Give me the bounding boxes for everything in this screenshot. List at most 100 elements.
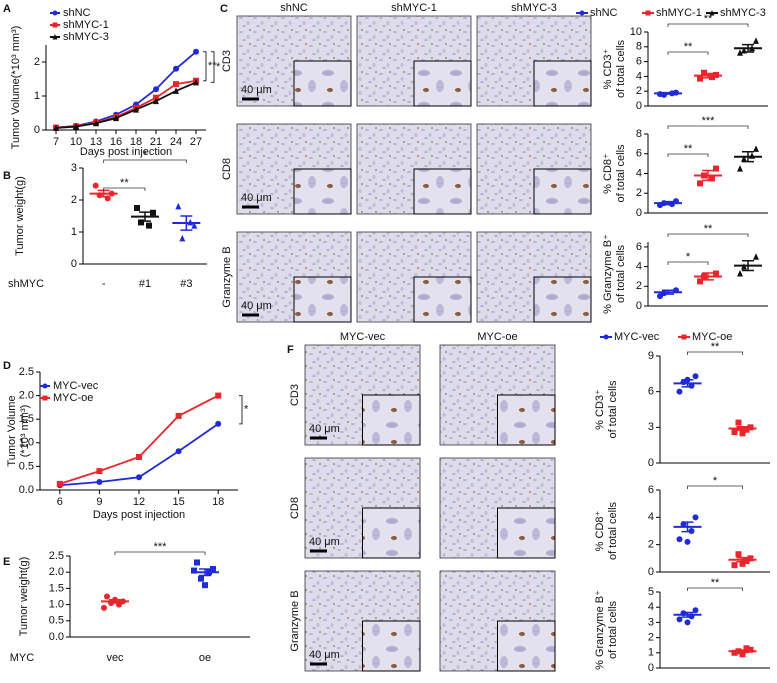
x-axis-label: MYC — [10, 652, 35, 664]
point — [749, 152, 755, 159]
significance-bracket — [687, 351, 743, 355]
x-tick-label: 27 — [190, 136, 202, 148]
column-label: shMYC-1 — [391, 2, 437, 14]
micrograph-inset — [293, 276, 352, 323]
legend-marker — [709, 10, 715, 16]
point — [747, 555, 754, 562]
micrograph-inset — [362, 507, 421, 559]
point — [113, 114, 119, 122]
significance-bracket — [103, 187, 146, 191]
y-tick-label: 6 — [636, 148, 642, 160]
point — [96, 478, 103, 485]
x-tick-label: 12 — [133, 496, 145, 508]
significance-label: * — [244, 404, 249, 416]
point — [202, 582, 208, 589]
y-tick-label: 1.0 — [49, 599, 64, 611]
point — [215, 392, 222, 399]
significance-label: ** — [684, 41, 693, 53]
error-bar — [742, 43, 754, 53]
point — [173, 87, 179, 94]
y-axis-label: (*10³ mm³) — [19, 405, 31, 458]
y-tick-label: 1 — [34, 90, 40, 102]
micrograph-inset — [533, 168, 592, 215]
x-tick-label: 18 — [130, 136, 142, 148]
significance-bracket — [211, 51, 215, 83]
y-tick-label: 2.5 — [49, 550, 64, 562]
row-label: CD8 — [221, 158, 233, 180]
y-tick-label: 6 — [636, 56, 642, 68]
y-tick-label: 4 — [648, 601, 654, 613]
point — [739, 560, 746, 567]
y-axis-label: % CD8⁺ — [602, 153, 614, 194]
significance-bracket — [103, 159, 187, 163]
row-label: CD3 — [289, 384, 301, 406]
scale-bar-label: 40 μm — [241, 84, 272, 96]
y-tick-label: 0 — [648, 457, 654, 469]
y-tick-label: 9 — [648, 350, 654, 362]
significance-bracket — [667, 261, 709, 265]
legend-marker — [681, 334, 687, 340]
y-tick-label: 2 — [71, 194, 77, 206]
error-bar — [180, 215, 193, 231]
row-label: CD8 — [289, 497, 301, 519]
error-bar — [681, 379, 694, 388]
micrograph-inset — [293, 60, 352, 107]
legend-label: shNC — [590, 7, 618, 19]
point — [692, 514, 699, 521]
column-label: shMYC-3 — [511, 2, 557, 14]
point — [136, 453, 142, 460]
y-tick-label: 4 — [636, 261, 642, 273]
y-axis-label: % CD3⁺ — [594, 389, 606, 430]
point — [735, 551, 742, 558]
significance-bracket — [203, 51, 207, 82]
column-label: shNC — [280, 2, 308, 14]
y-tick-label: 1 — [648, 647, 654, 659]
significance-label: ** — [684, 143, 693, 155]
y-tick-label: 0 — [648, 662, 654, 674]
significance-label: ** — [711, 341, 720, 353]
point — [753, 145, 759, 152]
point — [731, 649, 738, 656]
point — [709, 175, 715, 182]
error-bar — [662, 289, 674, 295]
series-line — [55, 79, 197, 129]
micrograph-inset — [413, 60, 472, 107]
point — [136, 474, 142, 481]
y-axis-label: Tumor Volume — [6, 395, 18, 466]
legend-label: shMYC-3 — [720, 7, 766, 19]
y-axis-label: % CD8⁺ — [594, 510, 606, 551]
panel-label: E — [3, 556, 10, 568]
point — [210, 565, 216, 572]
point — [133, 106, 139, 113]
y-axis-label: of total cells — [607, 380, 619, 439]
error-bar — [702, 72, 714, 79]
legend-marker — [645, 10, 651, 16]
significance-label: *** — [154, 541, 168, 553]
point — [104, 593, 110, 600]
panel-label: B — [3, 170, 11, 182]
y-axis-label: Tumor weight(g) — [14, 176, 26, 256]
y-tick-label: 2.0 — [49, 566, 64, 578]
x-tick-label: 6 — [57, 496, 63, 508]
row-label: Granzyme B — [289, 590, 301, 651]
y-tick-label: 0.0 — [49, 631, 64, 643]
legend-marker — [52, 34, 58, 40]
point — [676, 536, 683, 543]
x-axis-label: Days post injection — [93, 509, 185, 521]
point — [193, 78, 199, 86]
micrograph-inset — [413, 276, 472, 323]
significance-label: ** — [704, 13, 713, 25]
y-tick-label: 0 — [636, 300, 642, 312]
y-tick-label: 0 — [648, 566, 654, 578]
micrograph-inset — [413, 168, 472, 215]
point — [175, 448, 182, 455]
y-tick-label: 2 — [34, 56, 40, 68]
point — [735, 419, 742, 426]
y-tick-label: 6 — [636, 241, 642, 253]
scale-bar-label: 40 μm — [309, 649, 340, 661]
x-tick-label: #1 — [139, 278, 151, 290]
point — [731, 562, 738, 569]
significance-bracket — [239, 395, 243, 425]
point — [93, 119, 99, 127]
x-axis-label: shMYC — [8, 278, 44, 290]
